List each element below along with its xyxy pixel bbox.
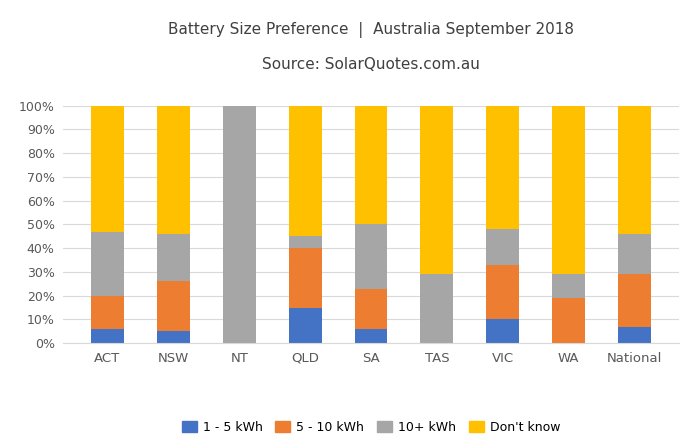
- Bar: [552, 298, 585, 343]
- Text: Source: SolarQuotes.com.au: Source: SolarQuotes.com.au: [262, 57, 480, 72]
- Bar: [354, 224, 388, 289]
- Bar: [288, 236, 321, 248]
- Bar: [486, 265, 519, 319]
- Bar: [91, 106, 124, 231]
- Bar: [157, 282, 190, 331]
- Bar: [486, 106, 519, 229]
- Bar: [618, 234, 651, 274]
- Bar: [91, 231, 124, 296]
- Bar: [618, 326, 651, 343]
- Bar: [288, 248, 321, 308]
- Legend: 1 - 5 kWh, 5 - 10 kWh, 10+ kWh, Don't know: 1 - 5 kWh, 5 - 10 kWh, 10+ kWh, Don't kn…: [176, 416, 566, 439]
- Bar: [552, 274, 585, 298]
- Bar: [157, 106, 190, 234]
- Bar: [354, 329, 388, 343]
- Bar: [421, 106, 454, 274]
- Bar: [223, 106, 256, 343]
- Bar: [288, 106, 321, 236]
- Bar: [157, 234, 190, 282]
- Bar: [552, 106, 585, 274]
- Bar: [157, 331, 190, 343]
- Bar: [421, 274, 454, 343]
- Bar: [486, 229, 519, 265]
- Bar: [486, 319, 519, 343]
- Bar: [288, 308, 321, 343]
- Bar: [618, 274, 651, 326]
- Bar: [354, 289, 388, 329]
- Bar: [354, 106, 388, 224]
- Text: Battery Size Preference  |  Australia September 2018: Battery Size Preference | Australia Sept…: [168, 22, 574, 38]
- Bar: [91, 329, 124, 343]
- Bar: [91, 296, 124, 329]
- Bar: [618, 106, 651, 234]
